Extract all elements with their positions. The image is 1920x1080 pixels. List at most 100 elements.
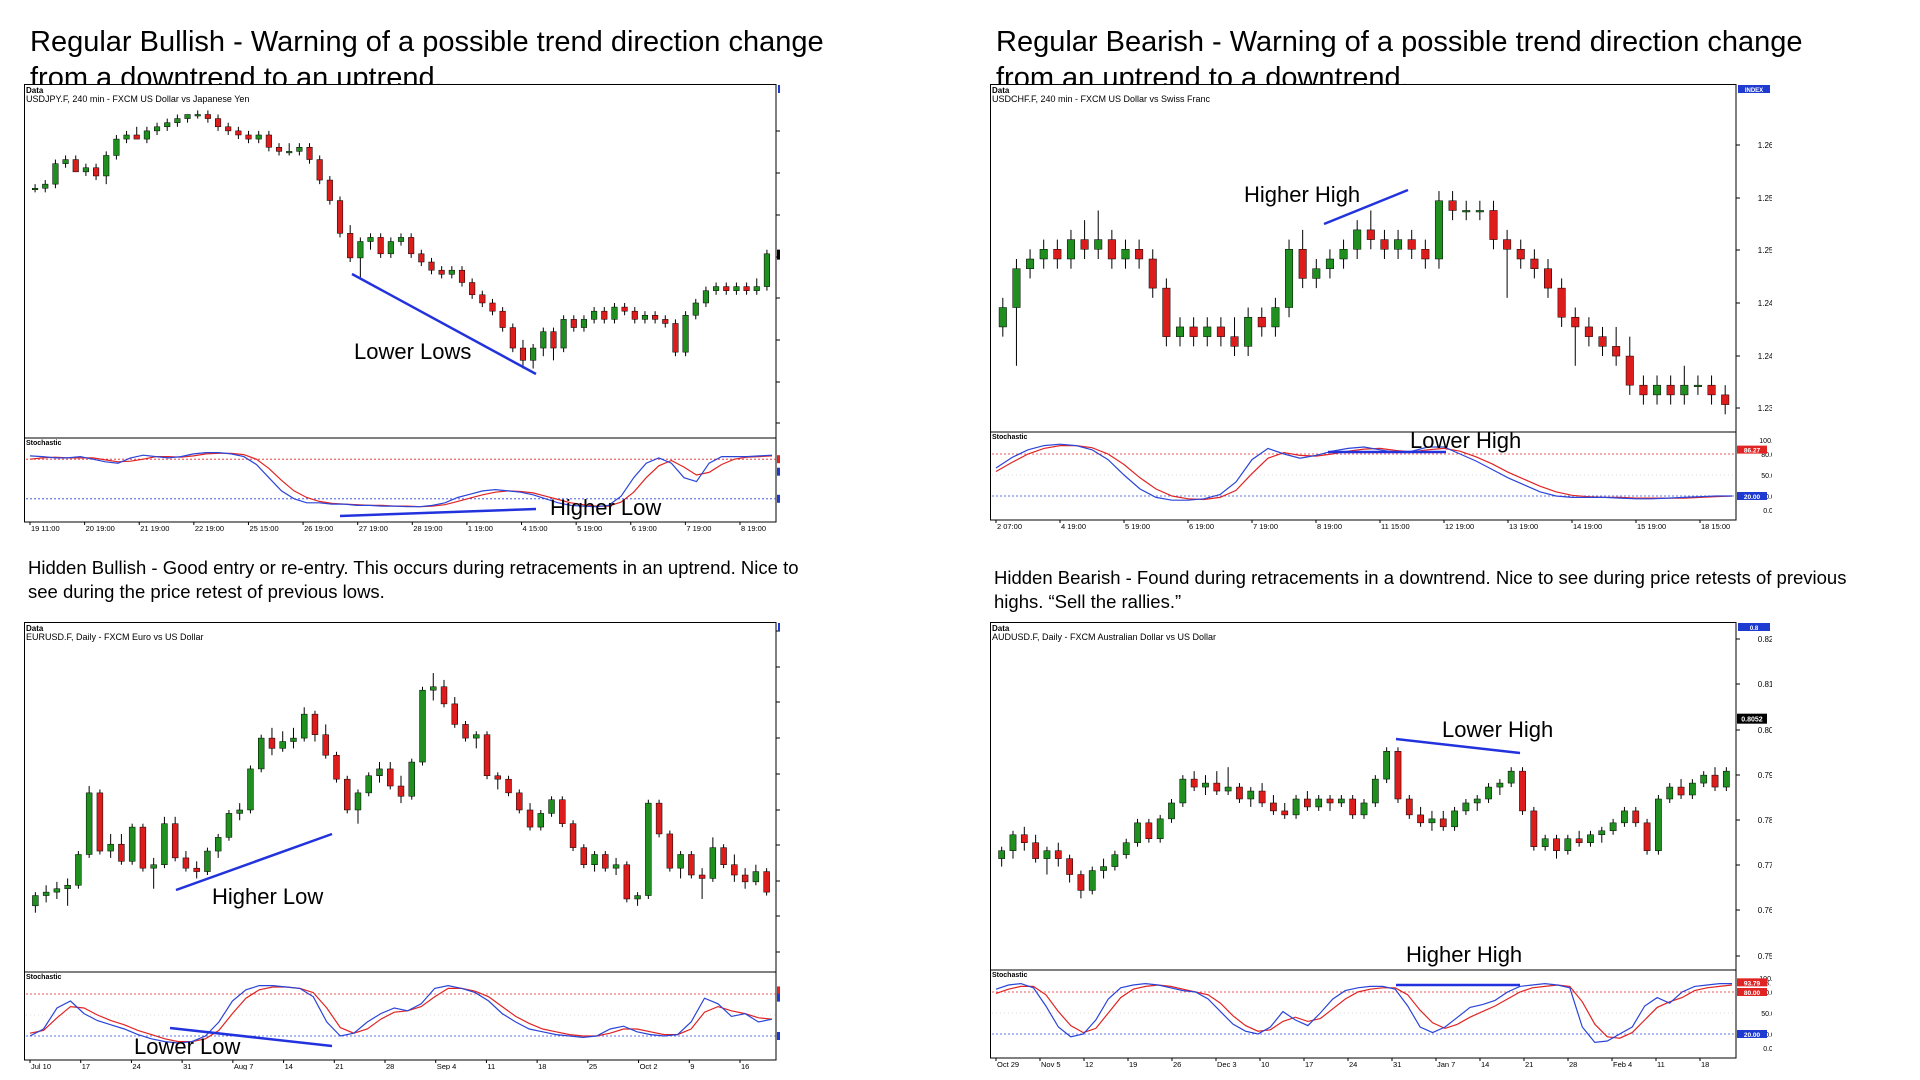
stochastic-value-label: 80.00 <box>1744 990 1761 997</box>
bullish-candle <box>1088 870 1096 891</box>
time-tick-label: 15 19:00 <box>1637 522 1666 531</box>
bullish-candle <box>184 114 191 119</box>
bearish-candle <box>505 778 512 794</box>
time-tick-label: 31 <box>1393 1060 1401 1069</box>
stochastic-label: Stochastic <box>26 440 62 447</box>
bearish-candle <box>265 134 272 148</box>
description-line: highs. “Sell the rallies.” <box>994 591 1182 612</box>
hidden-bearish-description: Hidden Bearish - Found during retracemen… <box>994 566 1846 614</box>
bullish-candle <box>634 895 641 900</box>
time-tick-label: 25 <box>589 1062 597 1070</box>
bullish-candle <box>387 241 394 255</box>
bearish-candle <box>1230 336 1239 347</box>
bullish-candle <box>290 737 297 742</box>
bullish-candle <box>301 713 308 739</box>
stochastic-d-line <box>995 984 1733 1039</box>
price-tick-label: 0.7600 <box>1758 906 1772 915</box>
bearish-candle <box>1236 786 1243 800</box>
bearish-candle <box>1519 770 1526 812</box>
bearish-candle <box>509 327 516 349</box>
time-tick-label: 14 <box>285 1062 293 1070</box>
bullish-candle <box>1012 268 1021 308</box>
description-line: see during the price retest of previous … <box>28 581 385 602</box>
price-divergence-line <box>351 272 537 376</box>
stochastic-tick-label: 100.00 <box>1759 438 1772 445</box>
bullish-candle <box>1621 810 1628 824</box>
price-divergence-line <box>175 832 333 892</box>
bullish-candle <box>645 802 652 896</box>
price-tick-label: 0.7700 <box>1758 861 1772 870</box>
time-tick-label: 14 19:00 <box>1573 522 1602 531</box>
bullish-candle <box>560 319 567 349</box>
stochastic-k-line <box>995 982 1732 1044</box>
time-tick-label: 11 <box>1657 1060 1665 1069</box>
bullish-candle <box>75 854 82 886</box>
time-tick-label: Oct 2 <box>640 1062 658 1070</box>
price-tick-label: 1.2350 <box>1758 404 1772 413</box>
bearish-candle <box>387 768 394 787</box>
time-tick-label: 28 <box>386 1062 394 1070</box>
bearish-candle <box>133 134 140 140</box>
bullish-candle <box>214 837 222 852</box>
time-tick-label: 21 <box>1525 1060 1533 1069</box>
bearish-candle <box>1394 751 1402 800</box>
bearish-candle <box>1077 874 1085 891</box>
description-line: Hidden Bullish - Good entry or re-entry.… <box>28 557 799 578</box>
bullish-candle <box>713 286 720 291</box>
stochastic-k-line <box>995 443 1732 501</box>
stochastic-value-box <box>1737 978 1767 987</box>
regular-bullish-heading: Regular Bullish - Warning of a possible … <box>30 24 824 96</box>
bearish-candle <box>1107 239 1116 260</box>
bearish-candle <box>1598 336 1607 347</box>
bullish-candle <box>1244 316 1253 347</box>
bullish-candle <box>354 792 362 811</box>
stochastic-divergence-label: Higher Low <box>550 495 661 520</box>
time-tick-label: 20 19:00 <box>86 524 115 533</box>
bearish-candle <box>1054 850 1062 859</box>
bullish-candle <box>255 134 262 140</box>
bullish-candle <box>677 854 684 869</box>
bullish-candle <box>1339 249 1348 260</box>
axis-top-box <box>778 623 780 631</box>
bearish-candle <box>1080 239 1089 250</box>
time-tick-label: 11 <box>487 1062 495 1070</box>
bullish-candle <box>1292 798 1300 816</box>
bullish-candle <box>1202 782 1209 788</box>
stochastic-value-box <box>777 455 780 464</box>
time-tick-label: 18 <box>1701 1060 1709 1069</box>
bearish-candle <box>1516 249 1525 260</box>
bearish-candle <box>1407 239 1416 250</box>
bearish-candle <box>72 159 79 173</box>
bearish-candle <box>418 253 425 263</box>
symbol-label: USDCHF.F, 240 min - FXCM US Dollar vs Sw… <box>992 94 1211 104</box>
bearish-candle <box>1145 822 1153 839</box>
time-tick-label: Jul 10 <box>31 1062 51 1070</box>
bearish-candle <box>723 286 730 291</box>
bearish-candle <box>1612 346 1621 357</box>
bearish-candle <box>344 778 351 811</box>
bearish-candle <box>479 294 486 304</box>
bearish-candle <box>428 261 435 271</box>
bullish-candle <box>236 809 243 814</box>
bullish-candle <box>225 813 233 838</box>
time-tick-label: 5 19:00 <box>1125 522 1150 531</box>
stochastic-k-line <box>29 452 773 508</box>
price-divergence-label: Higher Low <box>212 884 323 909</box>
bearish-candle <box>1639 384 1648 396</box>
bearish-candle <box>1257 316 1266 328</box>
bearish-candle <box>655 802 663 835</box>
bullish-candle <box>1598 830 1606 836</box>
bullish-candle <box>357 241 364 259</box>
current-price-box <box>1737 713 1767 724</box>
bullish-candle <box>1722 770 1730 788</box>
bearish-candle <box>336 200 344 234</box>
price-tick-label: 0.8000 <box>1758 726 1772 735</box>
bullish-candle <box>540 331 547 349</box>
bullish-candle <box>82 167 89 173</box>
bearish-candle <box>275 147 283 152</box>
price-divergence-label: Higher High <box>1244 182 1360 207</box>
stochastic-tick-label: 50.00 <box>1761 473 1772 480</box>
bearish-candle <box>469 282 476 296</box>
bearish-candle <box>214 118 222 128</box>
